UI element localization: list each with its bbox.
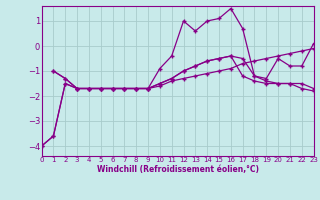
X-axis label: Windchill (Refroidissement éolien,°C): Windchill (Refroidissement éolien,°C) xyxy=(97,165,259,174)
